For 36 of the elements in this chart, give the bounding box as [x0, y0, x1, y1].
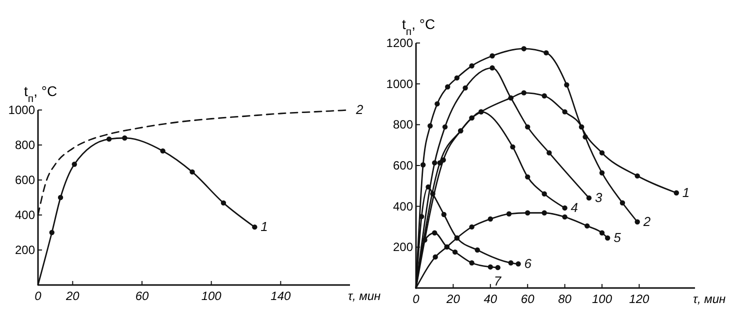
x-tick-label: 0 — [412, 292, 420, 306]
x-tick-label: 80 — [558, 292, 572, 306]
y-tick-label: 800 — [392, 118, 414, 132]
y-tick-label: 1000 — [8, 103, 36, 117]
series-label: 6 — [524, 256, 532, 271]
series-label: 2 — [642, 214, 652, 229]
x-axis-title: τ, мин — [693, 292, 726, 306]
series-label: 3 — [594, 190, 603, 205]
y-tick-label: 200 — [14, 243, 36, 257]
series-label: 7 — [494, 274, 502, 289]
y-tick-label: 1200 — [386, 36, 414, 50]
x-axis-title: τ, мин — [348, 289, 382, 303]
series-label: 4 — [570, 200, 578, 215]
series-label: 1 — [682, 184, 690, 200]
x-tick-label: 100 — [592, 292, 612, 306]
series-label: 5 — [614, 230, 622, 245]
y-tick-label: 400 — [14, 208, 36, 222]
y-axis-title: t$_{п}$, °C — [24, 83, 58, 105]
y-tick-label: 800 — [14, 138, 36, 152]
y-axis-title: t$_{п}$, °C — [402, 16, 436, 38]
x-tick-label: 60 — [520, 292, 535, 306]
x-tick-label: 100 — [201, 289, 222, 303]
x-tick-label: 140 — [270, 289, 291, 303]
y-tick-label: 600 — [392, 158, 414, 172]
x-tick-label: 120 — [629, 292, 650, 306]
y-tick-label: 1000 — [386, 76, 414, 91]
series-label: 1 — [260, 219, 268, 234]
x-tick-label: 0 — [34, 289, 42, 303]
y-tick-label: 200 — [392, 240, 414, 254]
series-label: 2 — [355, 102, 364, 117]
x-tick-label: 20 — [446, 292, 460, 306]
x-tick-label: 40 — [484, 292, 498, 306]
y-tick-label: 400 — [392, 199, 414, 214]
x-tick-label: 20 — [64, 289, 80, 303]
x-tick-label: 60 — [135, 289, 149, 303]
y-tick-label: 600 — [14, 173, 36, 187]
